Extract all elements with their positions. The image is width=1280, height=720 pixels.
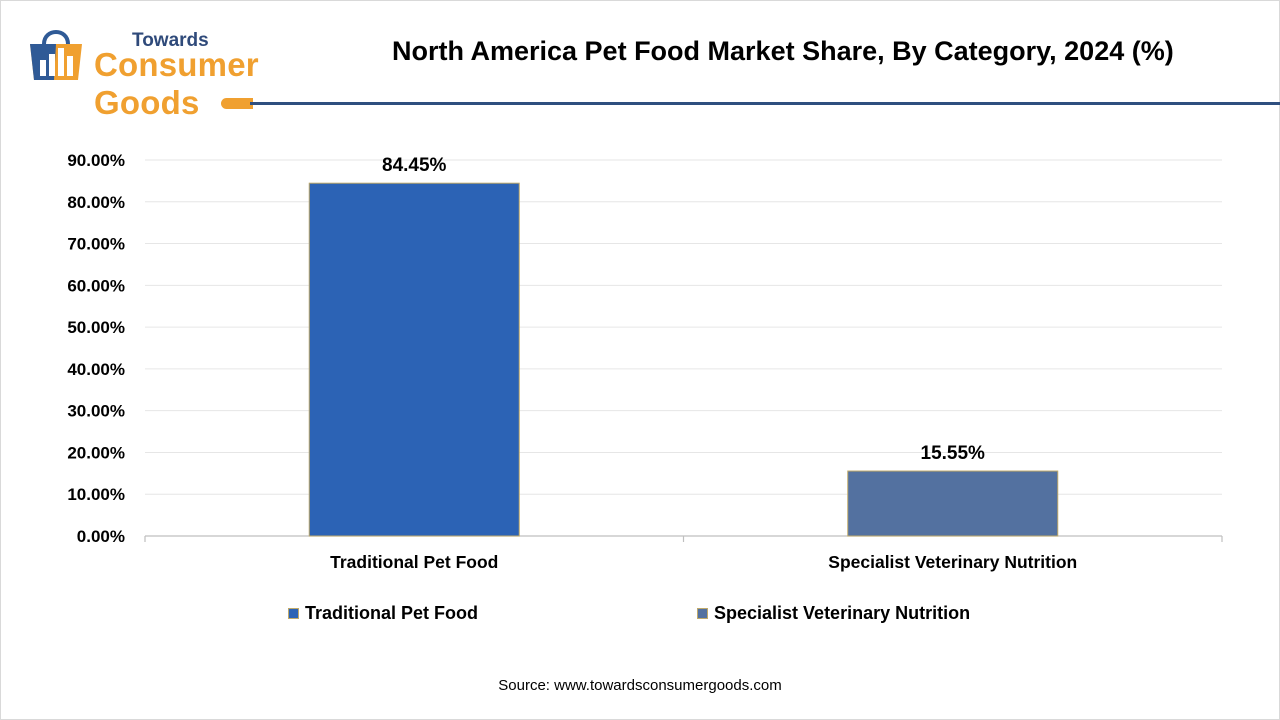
y-tick-label: 80.00% [67, 193, 125, 212]
y-tick-label: 60.00% [67, 276, 125, 295]
shopping-bag-icon [30, 30, 82, 80]
source-note: Source: www.towardsconsumergoods.com [498, 677, 782, 694]
legend-swatch [288, 608, 299, 619]
bar-traditional-pet-food [308, 182, 520, 537]
legend-item-specialist-veterinary-nutrition: Specialist Veterinary Nutrition [697, 603, 970, 624]
legend-swatch [697, 608, 708, 619]
legend-item-traditional-pet-food: Traditional Pet Food [288, 603, 478, 624]
brand-logo: Towards Consumer Goods [20, 18, 365, 121]
x-tick-label: Traditional Pet Food [330, 552, 498, 572]
data-label: 84.45% [382, 155, 447, 176]
y-tick-label: 10.00% [67, 485, 125, 504]
header-rule [250, 102, 1280, 105]
legend-label: Traditional Pet Food [305, 603, 479, 623]
y-tick-label: 20.00% [67, 443, 125, 462]
bar-chart: 0.00% 10.00% 20.00% 30.00% 40.00% 50.00% 60.00… [67, 151, 1223, 572]
chart-title: North America Pet Food Market Share, By … [392, 36, 1174, 66]
y-tick-label: 30.00% [67, 402, 125, 421]
chart-legend: Traditional Pet Food Specialist Veterina… [0, 603, 1280, 625]
data-label: 15.55% [921, 443, 986, 464]
y-tick-label: 40.00% [67, 360, 125, 379]
x-tick-label: Specialist Veterinary Nutrition [828, 552, 1077, 572]
brand-line1: Towards [132, 30, 209, 51]
y-tick-label: 90.00% [67, 151, 125, 170]
brand-line2: Consumer Goods [94, 46, 259, 121]
legend-label: Specialist Veterinary Nutrition [714, 603, 971, 623]
header-accent [221, 98, 253, 109]
y-tick-label: 50.00% [67, 318, 125, 337]
y-tick-label: 70.00% [67, 235, 125, 254]
bar-specialist-veterinary-nutrition [847, 470, 1059, 537]
y-tick-label: 0.00% [77, 527, 125, 546]
